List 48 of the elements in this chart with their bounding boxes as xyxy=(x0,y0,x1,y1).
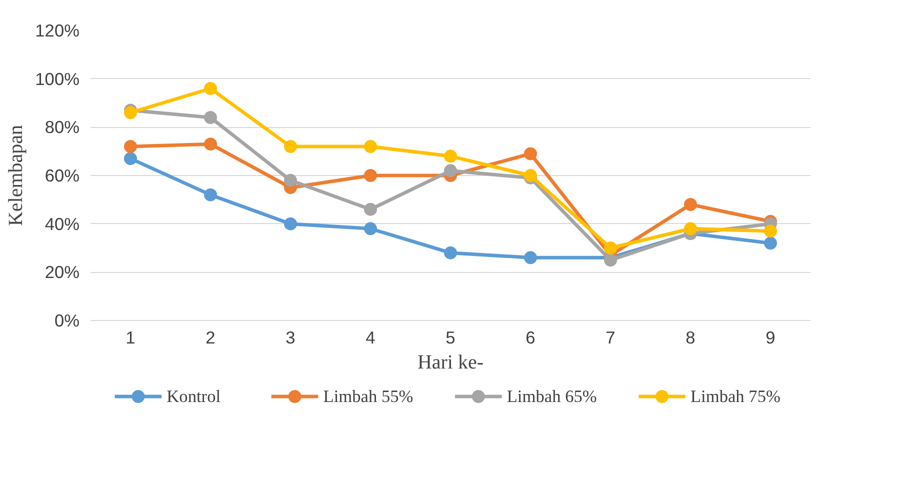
y-tick-label: 120% xyxy=(35,20,80,40)
x-tick-label: 2 xyxy=(206,328,216,348)
point xyxy=(684,222,697,236)
legend-label: Limbah 65% xyxy=(506,387,597,406)
y-tick-label: 20% xyxy=(44,262,80,282)
point xyxy=(204,111,217,124)
x-axis-title: Hari ke- xyxy=(417,352,484,374)
point xyxy=(204,138,217,151)
point xyxy=(204,188,217,202)
point xyxy=(364,140,377,153)
point xyxy=(364,169,377,182)
point xyxy=(124,140,137,153)
x-tick-label: 8 xyxy=(686,328,696,348)
point xyxy=(524,147,537,160)
y-axis-title: Kelembapan xyxy=(5,124,28,226)
x-tick-label: 4 xyxy=(366,328,376,348)
point xyxy=(124,152,137,166)
point xyxy=(124,106,137,120)
legend-label: Limbah 55% xyxy=(323,387,414,406)
x-tick-label: 3 xyxy=(286,328,296,348)
point xyxy=(284,217,297,230)
point xyxy=(604,242,617,254)
y-tick-label: 40% xyxy=(44,214,80,234)
point xyxy=(684,198,697,211)
point xyxy=(764,236,777,250)
x-tick-label: 9 xyxy=(766,328,776,348)
point xyxy=(604,254,617,267)
x-tick-label: 6 xyxy=(526,328,536,348)
point xyxy=(524,251,537,264)
point xyxy=(204,82,217,95)
point xyxy=(444,164,457,178)
legend-label: Kontrol xyxy=(166,387,221,406)
y-tick-label: 0% xyxy=(54,310,80,330)
x-tick-label: 5 xyxy=(446,328,456,348)
point xyxy=(764,224,777,238)
point xyxy=(364,202,377,216)
point xyxy=(444,150,457,163)
point xyxy=(284,140,297,153)
y-tick-label: 100% xyxy=(35,68,80,89)
y-tick-label: 80% xyxy=(44,117,80,138)
y-tick-label: 60% xyxy=(44,166,80,186)
point xyxy=(364,222,377,236)
legend-label: Limbah 75% xyxy=(690,387,780,406)
point xyxy=(524,169,537,182)
point xyxy=(444,246,457,260)
x-tick-label: 1 xyxy=(126,328,136,348)
point xyxy=(284,174,297,187)
x-tick-label: 7 xyxy=(606,328,616,348)
